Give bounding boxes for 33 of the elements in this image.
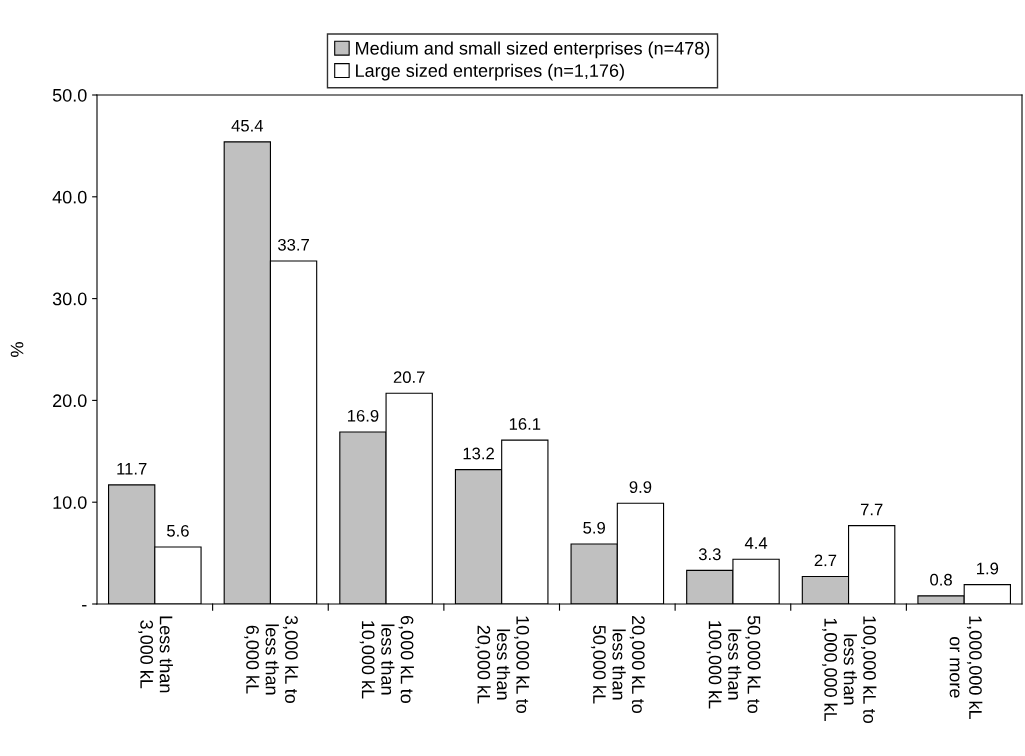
data-label: 45.4 <box>231 119 264 132</box>
data-label: 13.2 <box>463 447 494 460</box>
legend-label: Medium and small sized enterprises (n=478) <box>356 41 710 59</box>
x-tick-label: Less than 3,000 kL <box>138 616 173 693</box>
data-label: 1.9 <box>977 562 999 575</box>
x-tick-label: 50,000 kL to less than 100,000 kL <box>706 615 761 714</box>
y-tick-label: 40.0 <box>52 190 87 204</box>
y-tick-label: 50.0 <box>52 88 87 102</box>
data-label: 0.8 <box>930 573 952 586</box>
data-label: 2.7 <box>814 554 837 567</box>
data-label: 4.4 <box>744 537 768 549</box>
data-label: 20.7 <box>393 371 425 384</box>
y-tick-label: 10.0 <box>53 496 87 509</box>
x-tick-label: 6,000 kL to less than 10,000 kL <box>359 616 414 704</box>
y-tick-label: 20.0 <box>53 394 87 408</box>
y-axis-title: % <box>10 342 24 357</box>
y-tick-label: - <box>82 605 87 607</box>
data-label: 16.1 <box>509 418 541 430</box>
y-tick-label: 30.0 <box>52 292 87 306</box>
x-tick-label: 20,000 kL to less than 50,000 kL <box>590 616 646 714</box>
data-label: 33.7 <box>277 238 309 251</box>
data-label: 9.9 <box>629 481 652 493</box>
data-label: 5.9 <box>583 521 605 534</box>
data-label: 11.7 <box>117 463 147 475</box>
legend-label: Large sized enterprises (n=1,176) <box>356 63 624 81</box>
x-tick-label: 10,000 kL to less than 20,000 kL <box>475 616 530 714</box>
data-label: 3.3 <box>698 548 721 561</box>
data-label: 16.9 <box>347 409 379 422</box>
data-label: 5.6 <box>167 524 189 537</box>
data-label: 7.7 <box>860 503 883 516</box>
x-tick-label: 3,000 kL to less than 6,000 kL <box>244 615 299 704</box>
x-tick-label: 100,000 kL to less than 1,000,000 kL <box>822 616 877 724</box>
x-tick-label: 1,000,000 kL or more <box>949 616 983 719</box>
